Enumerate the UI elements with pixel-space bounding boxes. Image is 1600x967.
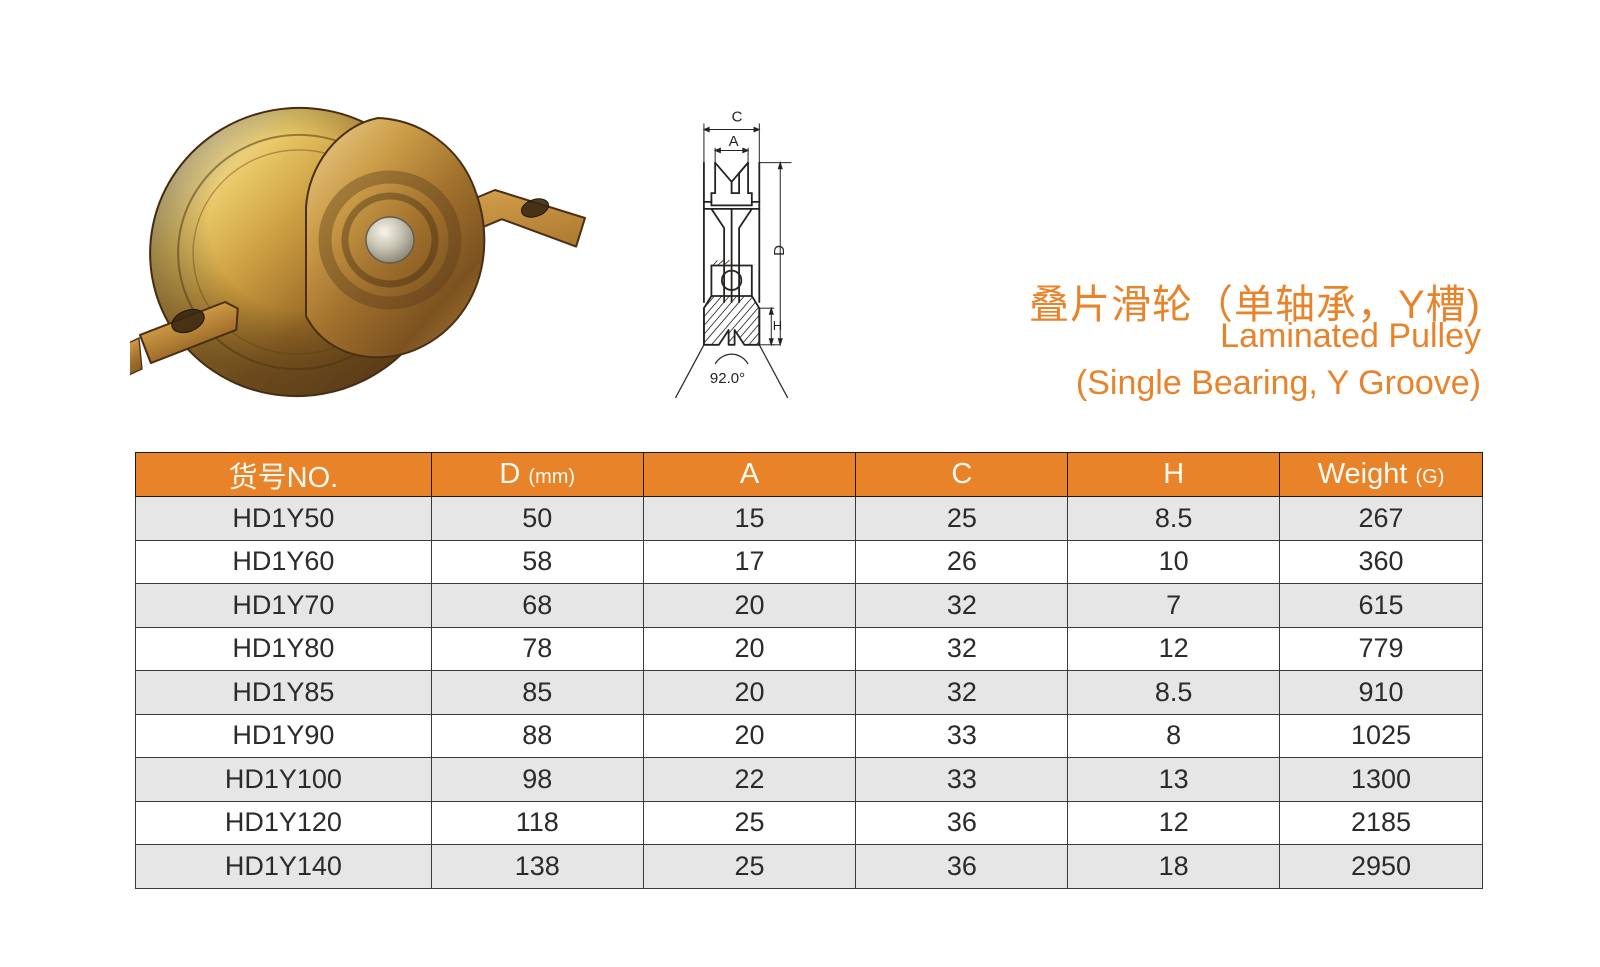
svg-text:H: H (773, 318, 782, 333)
svg-text:D: D (771, 245, 788, 256)
svg-text:A: A (729, 133, 739, 150)
svg-text:C: C (732, 109, 743, 126)
svg-text:92.0°: 92.0° (710, 370, 745, 387)
